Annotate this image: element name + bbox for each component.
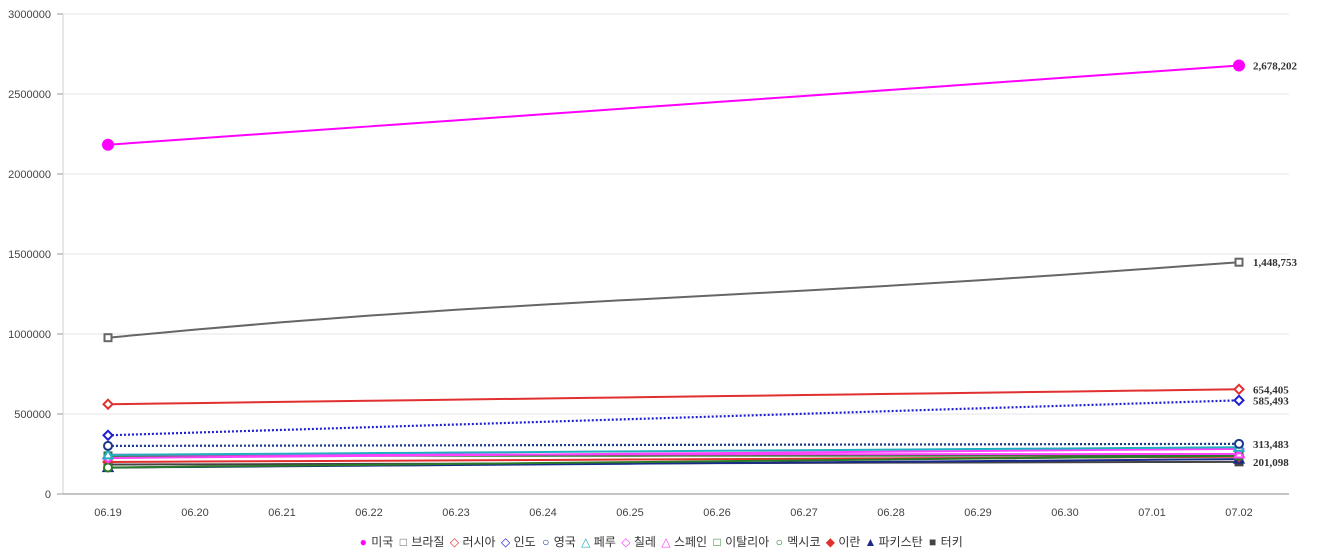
x-tick-label: 06.22 [355, 507, 383, 519]
x-tick-label: 06.21 [268, 507, 296, 519]
legend-item[interactable]: ◇ 칠레 [620, 533, 656, 550]
x-tick-label: 06.27 [790, 507, 818, 519]
series-line [107, 388, 1240, 406]
legend-item[interactable]: △ 페루 [580, 533, 616, 550]
series-start-marker [102, 429, 114, 442]
y-axis: 0 500000 1000000 1500000 2000000 2500000 30000… [8, 9, 64, 501]
legend-label: 미국 [371, 535, 394, 549]
legend-label: 파키스탄 [878, 535, 923, 549]
legend-marker-icon: ■ [929, 535, 937, 549]
legend-marker-icon: □ [713, 535, 721, 549]
legend-marker-icon: ◇ [500, 535, 511, 549]
series-3 [102, 383, 1245, 411]
series-lines [101, 59, 1246, 473]
x-tick-label: 06.24 [529, 507, 557, 519]
series-start-marker [103, 440, 113, 451]
series-line [107, 442, 1240, 448]
x-tick-label: 07.01 [1138, 507, 1166, 519]
series-5 [103, 438, 1244, 451]
legend-marker-icon: ◇ [621, 535, 631, 549]
legend-label: 이란 [838, 535, 861, 549]
legend-marker-icon: △ [581, 535, 591, 549]
legend-label: 칠레 [633, 535, 656, 549]
legend-marker-icon: ○ [775, 535, 783, 549]
series-2 [103, 257, 1244, 343]
legend-marker-icon: ○ [542, 535, 550, 549]
series-4 [102, 394, 1245, 442]
legend-item[interactable]: ◇ 러시아 [448, 533, 496, 550]
series-line [107, 447, 1240, 459]
x-tick-label: 06.26 [703, 507, 731, 519]
legend-item[interactable]: ▲ 파키스탄 [864, 533, 923, 550]
x-tick-label: 06.20 [181, 507, 209, 519]
series-start-marker [103, 462, 113, 473]
series-line [107, 64, 1240, 146]
legend-item[interactable]: ◆ 이란 [824, 533, 861, 550]
series-end-marker [1234, 438, 1244, 449]
y-tick-label: 2500000 [8, 89, 51, 101]
legend-label: 페루 [593, 535, 616, 549]
legend-label: 브라질 [411, 535, 445, 549]
series-line [107, 399, 1240, 437]
x-tick-label: 06.23 [442, 507, 470, 519]
y-tick-label: 2000000 [8, 169, 51, 181]
legend-label: 영국 [553, 535, 576, 549]
series-end-marker [1234, 257, 1244, 267]
y-tick-label: 3000000 [8, 9, 51, 21]
legend-label: 멕시코 [787, 535, 821, 549]
series-end-marker [1233, 59, 1245, 72]
end-value-label: 654,405 [1253, 384, 1289, 396]
x-tick-label: 06.30 [1051, 507, 1079, 519]
legend-item[interactable]: □ 브라질 [397, 533, 445, 550]
end-value-label: 585,493 [1253, 395, 1289, 407]
x-tick-label: 06.25 [616, 507, 644, 519]
x-tick-label: 07.02 [1225, 507, 1253, 519]
y-tick-label: 0 [45, 489, 51, 501]
legend-marker-icon: ◆ [825, 535, 835, 549]
y-tick-label: 1500000 [8, 249, 51, 261]
series-1 [102, 59, 1245, 151]
legend-item[interactable]: ● 미국 [357, 533, 394, 550]
legend-marker-icon: ▲ [864, 535, 877, 549]
legend-item[interactable]: □ 이탈리아 [711, 533, 769, 550]
end-value-label: 2,678,202 [1253, 60, 1298, 72]
series-line [107, 454, 1240, 469]
legend-marker-icon: ◇ [449, 535, 460, 549]
legend-marker-icon: △ [661, 535, 671, 549]
x-tick-label: 06.19 [94, 507, 122, 519]
legend-label: 터키 [940, 535, 963, 549]
x-axis: 06.19 06.20 06.21 06.22 06.23 06.24 06.25 06.26… [63, 493, 1289, 519]
y-tick-label: 1000000 [8, 329, 51, 341]
legend: ● 미국 □ 브라질 ◇ 러시아 ◇ 인도 ○ 영국 △ 페루 ◇ 칠레 △ 스페인 □ 이탈리아 ○ 멕시코 ◆ 이란 ▲… [0, 533, 1320, 550]
legend-marker-icon: ● [359, 535, 367, 549]
series-line [107, 446, 1240, 456]
end-value-label: 201,098 [1253, 457, 1289, 469]
legend-item[interactable]: ○ 멕시코 [773, 533, 821, 550]
series-start-marker [102, 138, 114, 151]
end-value-label: 313,483 [1253, 439, 1289, 451]
y-tick-label: 500000 [14, 409, 51, 421]
legend-item[interactable]: ■ 터키 [927, 533, 963, 550]
legend-item[interactable]: △ 스페인 [660, 533, 707, 550]
series-start-marker [102, 398, 114, 411]
x-tick-label: 06.29 [964, 507, 992, 519]
grid-lines [63, 13, 1289, 495]
legend-item[interactable]: ◇ 인도 [500, 533, 536, 550]
end-value-label: 1,448,753 [1253, 257, 1298, 269]
legend-label: 스페인 [673, 535, 708, 549]
legend-label: 러시아 [462, 535, 496, 549]
series-start-marker [101, 448, 115, 460]
series-end-marker [1233, 383, 1245, 396]
series-start-marker [103, 333, 113, 343]
legend-label: 이탈리아 [725, 535, 770, 549]
x-tick-label: 06.28 [877, 507, 905, 519]
legend-item[interactable]: ○ 영국 [540, 533, 576, 550]
legend-label: 인도 [513, 535, 536, 549]
series-line [107, 261, 1240, 339]
legend-marker-icon: □ [399, 535, 407, 549]
series-end-marker [1233, 394, 1245, 407]
